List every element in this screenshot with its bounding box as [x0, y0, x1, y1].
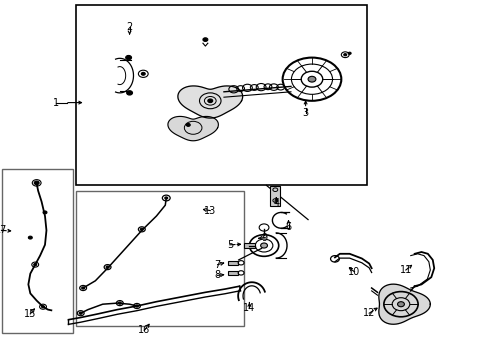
Bar	[227, 261, 237, 265]
Circle shape	[203, 38, 207, 41]
Text: 16: 16	[138, 325, 150, 336]
Text: 8: 8	[214, 270, 220, 280]
Text: 6: 6	[285, 222, 291, 232]
Text: 7: 7	[214, 260, 220, 270]
Circle shape	[186, 123, 190, 126]
Circle shape	[79, 312, 82, 314]
Text: 10: 10	[347, 267, 360, 277]
Circle shape	[140, 228, 143, 230]
Text: 11: 11	[399, 265, 411, 275]
Polygon shape	[378, 284, 429, 324]
Circle shape	[135, 305, 138, 307]
Circle shape	[41, 306, 44, 308]
Text: 12: 12	[362, 308, 375, 318]
Circle shape	[343, 54, 346, 56]
Circle shape	[164, 197, 167, 199]
Bar	[76, 191, 244, 326]
Circle shape	[141, 72, 145, 75]
Text: 13: 13	[203, 206, 216, 216]
Circle shape	[126, 91, 132, 95]
Text: 9: 9	[261, 233, 266, 243]
Text: 17: 17	[0, 225, 8, 235]
Text: 5: 5	[226, 240, 232, 250]
Circle shape	[34, 181, 39, 185]
Text: 14: 14	[243, 303, 255, 313]
Circle shape	[81, 287, 84, 289]
Text: 2: 2	[126, 22, 132, 32]
Polygon shape	[167, 116, 218, 141]
Bar	[227, 271, 237, 275]
Text: 15: 15	[24, 309, 37, 319]
Text: 3: 3	[302, 108, 308, 118]
Circle shape	[34, 264, 37, 266]
Polygon shape	[178, 86, 242, 118]
Circle shape	[118, 302, 121, 304]
Circle shape	[125, 55, 131, 60]
Bar	[2, 169, 73, 333]
Bar	[76, 5, 366, 185]
Bar	[243, 243, 255, 248]
Circle shape	[397, 302, 404, 307]
Circle shape	[260, 243, 267, 248]
Bar	[270, 186, 280, 206]
Text: 1: 1	[53, 98, 59, 108]
Circle shape	[207, 99, 212, 103]
Circle shape	[307, 76, 315, 82]
Circle shape	[43, 211, 47, 214]
Circle shape	[28, 236, 32, 239]
Text: 4: 4	[273, 198, 279, 208]
Circle shape	[347, 52, 350, 54]
Circle shape	[106, 266, 109, 268]
